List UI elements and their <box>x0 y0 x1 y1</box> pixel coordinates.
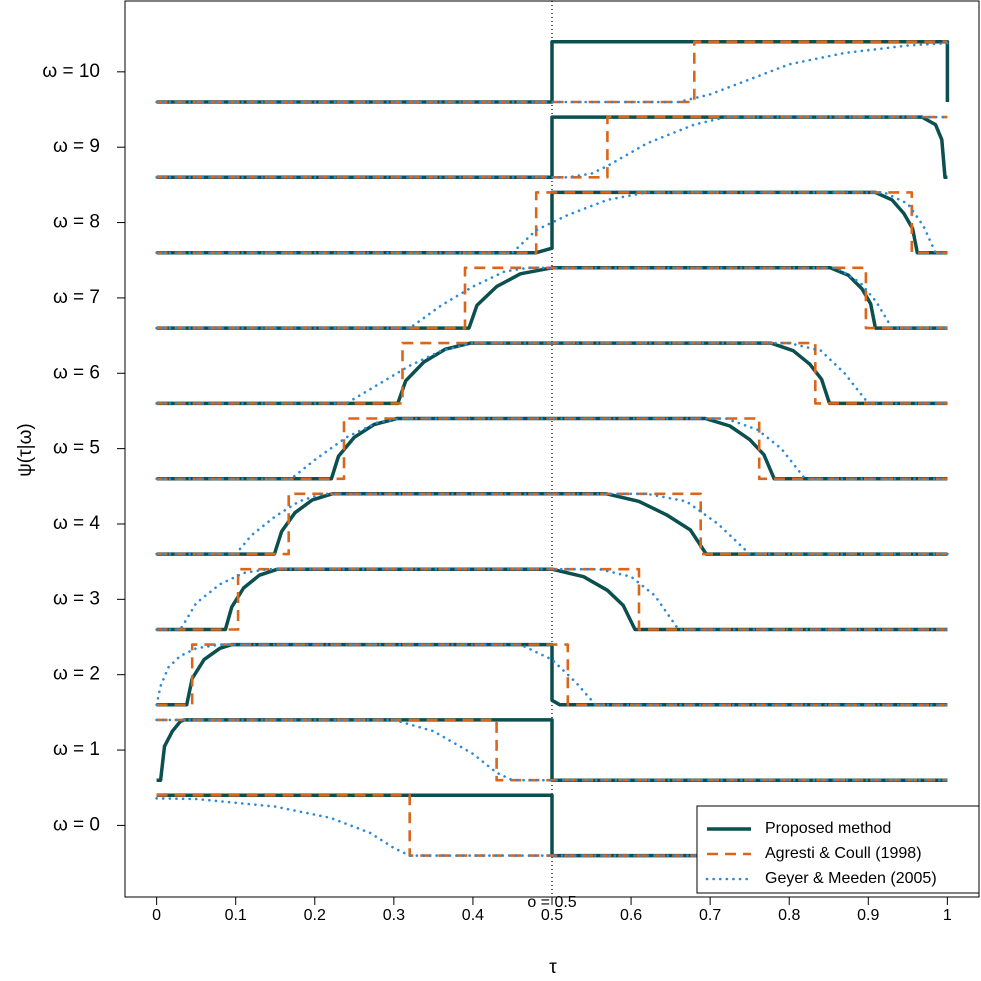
series-line <box>156 492 948 556</box>
series-line <box>156 190 948 255</box>
y-tick-label: ω = 10 <box>42 61 100 82</box>
y-tick-label: ω = 0 <box>53 814 100 835</box>
y-tick-label: ω = 7 <box>53 287 100 308</box>
series-line <box>155 341 949 405</box>
legend-box <box>696 805 980 894</box>
x-tick-label: 0.4 <box>462 907 484 924</box>
series-line <box>156 643 948 707</box>
x-tick-label: 0.9 <box>857 907 879 924</box>
y-tick-label: ω = 1 <box>53 739 100 760</box>
series-line <box>156 492 948 556</box>
y-tick-label: ω = 4 <box>53 513 100 534</box>
x-tick-label: 0.2 <box>304 907 326 924</box>
series-line <box>156 115 948 180</box>
x-tick-label: 0.7 <box>699 907 721 924</box>
y-tick-label: ω = 3 <box>53 588 100 609</box>
series-line <box>156 39 950 104</box>
series-line <box>156 642 948 707</box>
x-axis-title: τ <box>549 957 557 978</box>
series-line <box>155 417 949 481</box>
series-line <box>155 567 949 631</box>
series-line <box>155 115 949 179</box>
y-tick-label: ω = 8 <box>53 212 100 233</box>
reference-label: o = 0.5 <box>527 894 576 911</box>
y-tick-label: ω = 2 <box>53 664 100 685</box>
series-line <box>156 718 948 782</box>
legend-label: Agresti & Coull (1998) <box>765 845 922 862</box>
series-line <box>156 794 948 857</box>
series-line <box>156 341 948 405</box>
x-tick-label: 1 <box>943 907 952 924</box>
series-line <box>156 266 948 330</box>
x-tick-label: 0.8 <box>778 907 800 924</box>
legend-label: Proposed method <box>765 820 891 837</box>
series-line <box>155 643 949 707</box>
x-tick-label: 0.3 <box>383 907 405 924</box>
plot-frame <box>124 0 980 898</box>
x-tick-label: 0.1 <box>225 907 247 924</box>
y-tick-label: ω = 9 <box>53 136 100 157</box>
legend-label: Geyer & Meeden (2005) <box>765 870 937 887</box>
series-line <box>156 567 948 631</box>
series-line <box>155 718 949 782</box>
series-line <box>156 417 948 481</box>
series-line <box>155 797 949 857</box>
series-line <box>155 41 949 104</box>
x-tick-label: 0.5 <box>541 907 563 924</box>
series-line <box>156 40 948 104</box>
y-tick-label: ω = 5 <box>53 438 100 459</box>
series-line <box>155 266 949 330</box>
y-axis-title: ψ(τ|ω) <box>15 423 36 476</box>
y-tick-label: ω = 6 <box>53 362 100 383</box>
x-tick-label: 0 <box>152 907 161 924</box>
series-line <box>156 567 948 632</box>
series-line <box>156 718 948 782</box>
x-tick-label: 0.6 <box>620 907 642 924</box>
